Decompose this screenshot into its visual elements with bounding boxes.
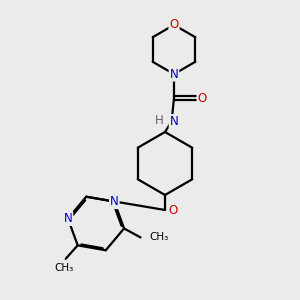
Text: N: N — [110, 195, 119, 208]
Text: N: N — [169, 115, 178, 128]
Text: O: O — [198, 92, 207, 105]
Text: CH₃: CH₃ — [55, 263, 74, 273]
Text: N: N — [64, 212, 72, 225]
Text: O: O — [169, 18, 178, 32]
Text: O: O — [169, 203, 178, 217]
Text: CH₃: CH₃ — [150, 232, 169, 242]
Text: N: N — [169, 68, 178, 81]
Text: H: H — [154, 113, 164, 127]
